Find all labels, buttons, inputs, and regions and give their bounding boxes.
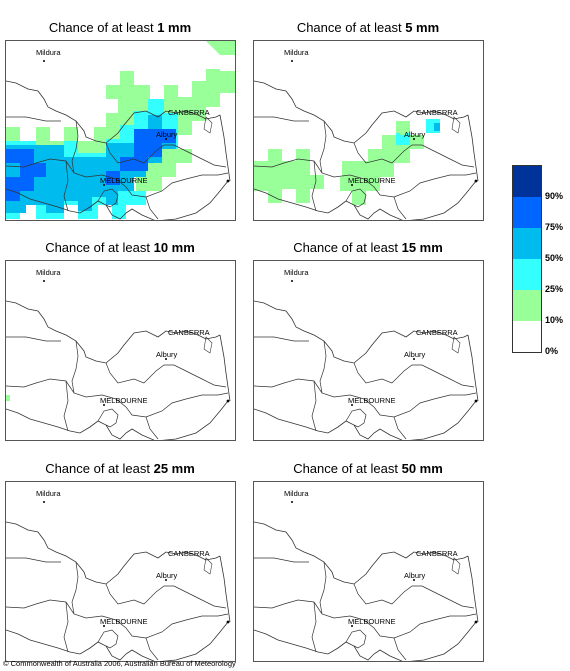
- city-mildura: Mildura: [36, 48, 61, 57]
- title-amount: 25 mm: [153, 461, 195, 476]
- probability-cell: [6, 395, 10, 401]
- map-50mm: Mildura CANBERRA Albury MELBOURNE: [253, 481, 484, 662]
- title-prefix: Chance of at least: [296, 20, 406, 35]
- map-svg: Mildura CANBERRA Albury MELBOURNE: [6, 41, 235, 220]
- map-svg: Mildura CANBERRA Albury MELBOURNE: [254, 48, 479, 220]
- city-melbourne: MELBOURNE: [348, 176, 396, 185]
- city-mildura: Mildura: [36, 268, 61, 277]
- panel-title: Chance of at least 50 mm: [253, 460, 483, 478]
- title-prefix: Chance of at least: [48, 20, 158, 35]
- legend-label-50: 50%: [545, 253, 564, 263]
- legend-color-bar: [512, 165, 542, 353]
- city-canberra: CANBERRA: [168, 108, 210, 117]
- city-mildura: Mildura: [36, 489, 61, 498]
- city-canberra: CANBERRA: [168, 328, 210, 337]
- legend-label-90: 90%: [545, 191, 564, 201]
- legend-label-25: 25%: [545, 284, 564, 294]
- city-mildura: Mildura: [284, 48, 309, 57]
- title-amount: 10 mm: [153, 240, 195, 255]
- probability-cells: [254, 119, 440, 205]
- title-prefix: Chance of at least: [293, 461, 402, 476]
- map-svg: Mildura CANBERRA Albury MELBOURNE: [6, 268, 231, 440]
- city-albury: Albury: [156, 571, 178, 580]
- city-albury: Albury: [156, 130, 178, 139]
- title-amount: 1 mm: [157, 20, 192, 35]
- panel-title: Chance of at least 10 mm: [5, 239, 235, 257]
- legend-swatch-10: [513, 290, 541, 321]
- panel-title: Chance of at least 1 mm: [5, 19, 235, 37]
- title-prefix: Chance of at least: [45, 461, 154, 476]
- title-amount: 15 mm: [401, 240, 443, 255]
- title-prefix: Chance of at least: [45, 240, 154, 255]
- city-melbourne: MELBOURNE: [348, 396, 396, 405]
- panel-title: Chance of at least 15 mm: [253, 239, 483, 257]
- map-10mm: Mildura CANBERRA Albury MELBOURNE: [5, 260, 236, 441]
- city-melbourne: MELBOURNE: [100, 176, 148, 185]
- city-albury: Albury: [404, 130, 426, 139]
- title-amount: 50 mm: [401, 461, 443, 476]
- map-25mm: Mildura CANBERRA Albury MELBOURNE: [5, 481, 236, 662]
- city-canberra: CANBERRA: [416, 328, 458, 337]
- city-mildura: Mildura: [284, 489, 309, 498]
- legend-label-75: 75%: [545, 222, 564, 232]
- panel-title: Chance of at least 5 mm: [253, 19, 483, 37]
- city-melbourne: MELBOURNE: [100, 396, 148, 405]
- title-prefix: Chance of at least: [293, 240, 402, 255]
- map-1mm: Mildura CANBERRA Albury MELBOURNE: [5, 40, 236, 221]
- city-mildura: Mildura: [284, 268, 309, 277]
- legend-swatch-0: [513, 321, 541, 352]
- legend-swatch-75: [513, 197, 541, 228]
- city-canberra: CANBERRA: [168, 549, 210, 558]
- city-canberra: CANBERRA: [416, 108, 458, 117]
- map-svg: Mildura CANBERRA Albury MELBOURNE: [254, 489, 479, 661]
- legend-swatch-90: [513, 166, 541, 197]
- legend-swatch-50: [513, 228, 541, 259]
- map-svg: Mildura CANBERRA Albury MELBOURNE: [254, 268, 479, 440]
- city-melbourne: MELBOURNE: [348, 617, 396, 626]
- city-albury: Albury: [404, 350, 426, 359]
- city-melbourne: MELBOURNE: [100, 617, 148, 626]
- legend-label-0: 0%: [545, 346, 559, 356]
- map-5mm: Mildura CANBERRA Albury MELBOURNE: [253, 40, 484, 221]
- title-amount: 5 mm: [405, 20, 440, 35]
- map-15mm: Mildura CANBERRA Albury MELBOURNE: [253, 260, 484, 441]
- panel-title: Chance of at least 25 mm: [5, 460, 235, 478]
- map-svg: Mildura CANBERRA Albury MELBOURNE: [6, 489, 231, 661]
- copyright-notice: © Commonwealth of Australia 2006, Austra…: [3, 659, 236, 668]
- city-albury: Albury: [156, 350, 178, 359]
- legend-label-10: 10%: [545, 315, 564, 325]
- legend-swatch-25: [513, 259, 541, 290]
- probability-cells: [6, 41, 235, 219]
- city-canberra: CANBERRA: [416, 549, 458, 558]
- city-albury: Albury: [404, 571, 426, 580]
